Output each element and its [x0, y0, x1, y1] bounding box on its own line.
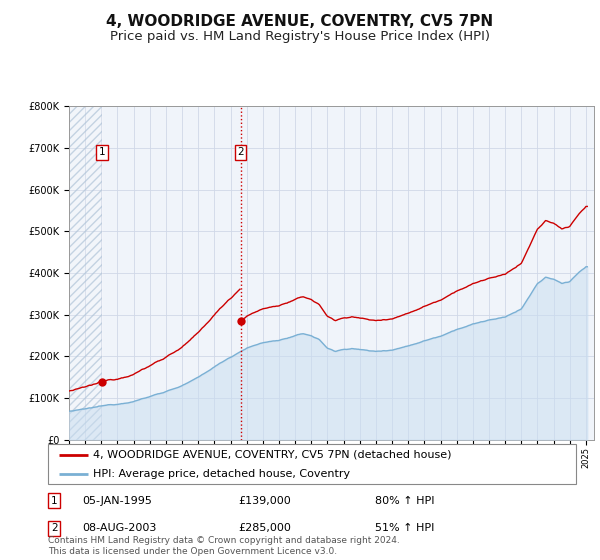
Text: HPI: Average price, detached house, Coventry: HPI: Average price, detached house, Cove… — [93, 469, 350, 478]
Bar — [69, 106, 102, 440]
Text: 05-JAN-1995: 05-JAN-1995 — [82, 496, 152, 506]
Text: 51% ↑ HPI: 51% ↑ HPI — [376, 524, 435, 533]
Text: 08-AUG-2003: 08-AUG-2003 — [82, 524, 157, 533]
Text: 1: 1 — [98, 147, 105, 157]
Text: Contains HM Land Registry data © Crown copyright and database right 2024.
This d: Contains HM Land Registry data © Crown c… — [48, 536, 400, 556]
Text: £139,000: £139,000 — [238, 496, 291, 506]
Text: 4, WOODRIDGE AVENUE, COVENTRY, CV5 7PN (detached house): 4, WOODRIDGE AVENUE, COVENTRY, CV5 7PN (… — [93, 450, 451, 460]
Text: Price paid vs. HM Land Registry's House Price Index (HPI): Price paid vs. HM Land Registry's House … — [110, 30, 490, 43]
Text: 2: 2 — [237, 147, 244, 157]
Text: £285,000: £285,000 — [238, 524, 291, 533]
Text: 4, WOODRIDGE AVENUE, COVENTRY, CV5 7PN: 4, WOODRIDGE AVENUE, COVENTRY, CV5 7PN — [106, 14, 494, 29]
Text: 2: 2 — [51, 524, 58, 533]
Text: 80% ↑ HPI: 80% ↑ HPI — [376, 496, 435, 506]
Text: 1: 1 — [51, 496, 58, 506]
